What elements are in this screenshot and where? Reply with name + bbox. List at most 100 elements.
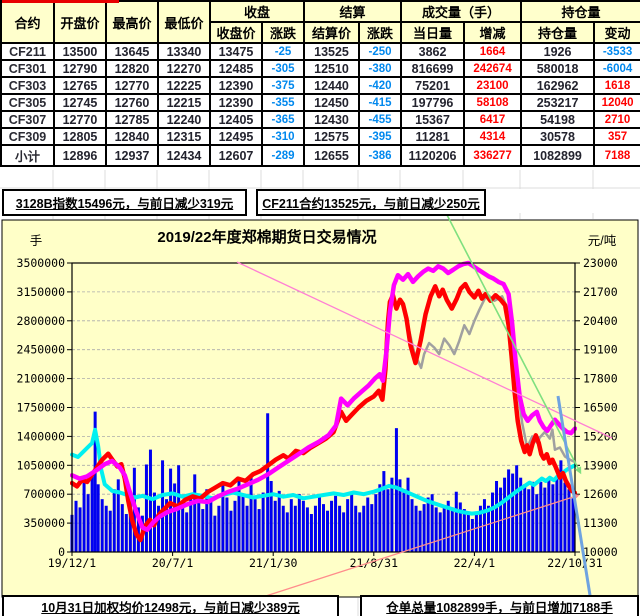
table-cell: 54198 [520,110,596,129]
index-summary-banner: 3128B指数15496元，与前日减少319元 [2,189,247,216]
table-cell: 12607 [209,144,263,167]
volume-bars [241,494,245,552]
table-cell: 12785 [105,110,159,129]
volume-bars [201,509,205,552]
table-cell: -305 [260,59,306,78]
volume-bars [281,505,285,552]
x-axis-tick-label: 21/8/31 [350,556,399,570]
table-body: CF211 13500 13645 13340 13475 -25 13525 -250 386… [0,42,640,167]
index-summary-text: 3128B指数15496元，与前日减少319元 [15,197,234,211]
volume-bars [269,480,273,552]
volume-bars [503,477,507,552]
table-cell: 2710 [593,110,640,129]
x-axis-tick-label: 20/7/1 [152,556,194,570]
volume-bars [233,500,237,552]
column-group-header: 结算 [303,0,403,23]
pink-trendline [236,261,613,439]
volume-bars [362,505,366,552]
column-header: 增减 [463,21,523,44]
volume-bars [330,500,334,552]
volume-bars [78,507,82,552]
volume-bars [458,502,462,552]
volume-bars [486,505,490,552]
table-cell: 12430 [303,110,361,129]
table-cell: 1120206 [400,144,466,167]
volume-bars [366,497,370,552]
table-row: CF309 12805 12840 12315 12495 -310 12575 -395 11… [0,127,640,146]
green-trendline [445,212,579,469]
volume-bars [567,489,571,552]
table-cell: 12820 [105,59,159,78]
volume-bars [374,494,378,552]
column-header: 当日量 [400,21,466,44]
volume-bars [225,497,229,552]
right-axis-tick-label: 19100 [583,343,618,357]
table-cell: 197796 [400,93,466,112]
steelblue-trendline [556,395,595,615]
weighted-avg-line [405,292,577,464]
table-cell: 13525 [303,42,361,61]
table-cell: 162962 [520,76,596,95]
column-group-header: 持仓量 [520,0,640,23]
table-cell: 4314 [463,127,523,146]
volume-bars [478,505,482,552]
volume-bars [346,499,350,552]
volume-bars [120,504,124,552]
table-cell: 12510 [303,59,361,78]
left-axis-tick-label: 3500000 [17,256,66,270]
table-cell: CF305 [0,93,55,112]
volume-bars [217,505,221,552]
volume-bars [410,499,414,552]
spot-index-line [70,260,577,533]
volume-bars [402,489,406,552]
volume-bars [213,515,217,552]
volume-bars [342,512,346,552]
table-cell: CF307 [0,110,55,129]
volume-bars [406,477,410,552]
volume-bars [422,504,426,552]
volume-bars [507,469,511,552]
left-axis-tick-label: 2100000 [17,372,66,386]
volume-bars [322,504,325,552]
table-cell: 30578 [520,127,596,146]
series-layer [70,260,577,552]
volume-bars [293,505,297,552]
weighted-average-banner: 10月31日加权均价12498元，与前日减少389元 [2,595,339,616]
table-cell: 12434 [157,144,211,167]
volume-bars [108,510,112,552]
left-axis-unit: 手 [30,234,43,248]
volume-bars [197,500,201,552]
table-cell: -365 [260,110,306,129]
volume-bars [74,500,78,552]
table-cell: 13340 [157,42,211,61]
table-header: 合约 开盘价 最高价 最低价 收盘 结算 成交量（手） 持仓量 收盘价 涨跌 结算价 涨跌 当日量 增减持… [0,0,640,44]
open-interest-line [70,427,577,516]
table-cell: 12790 [53,59,107,78]
table-cell: 253217 [520,93,596,112]
volume-bars [253,499,257,552]
volume-bars [309,514,313,552]
volume-bars [563,482,567,552]
volume-bars [390,477,394,552]
volume-bars [90,472,94,552]
column-header: 结算价 [303,21,361,44]
volume-bars [350,492,354,552]
warehouse-receipts-banner: 仓单总量1082899手，与前日增加7188手 [360,595,639,616]
table-cell: -3533 [593,42,640,61]
volume-bars [386,489,390,552]
volume-bars [519,477,523,552]
table-cell: 11281 [400,127,466,146]
left-axis-tick-label: 1750000 [17,401,66,415]
volume-bars [237,477,241,552]
table-cell: -355 [260,93,306,112]
volume-bars [398,479,402,552]
volume-bars [173,483,177,552]
table-cell: 13645 [105,42,159,61]
left-axis-tick-label: 0 [58,545,65,559]
column-group-header: 最低价 [157,0,211,44]
table-cell: 12440 [303,76,361,95]
volume-bars [104,505,108,552]
table-cell: -289 [260,144,306,167]
table-cell: 12040 [593,93,640,112]
